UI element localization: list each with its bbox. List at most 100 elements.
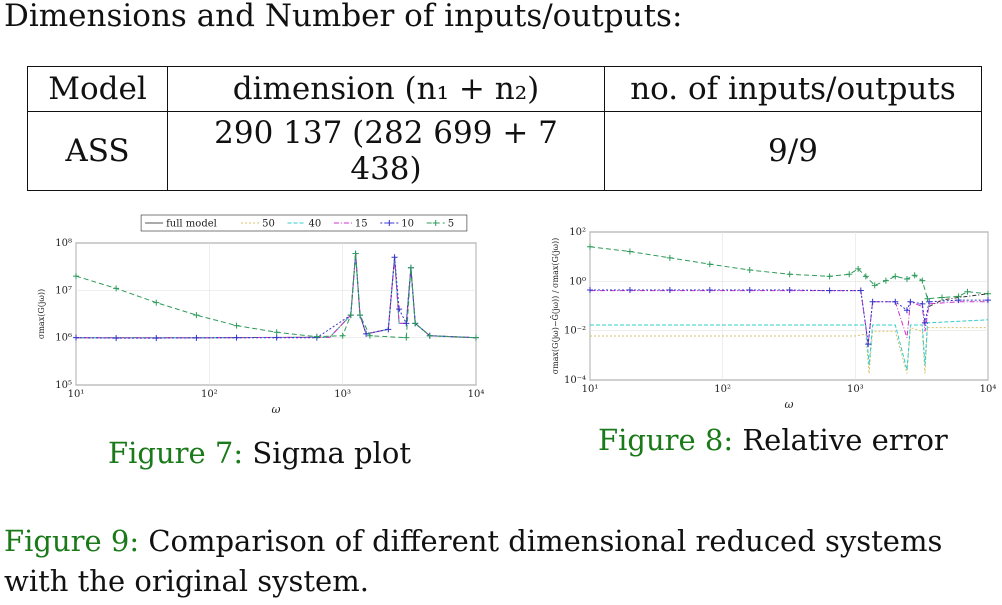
figure-8-caption: Figure 8: Relative error [598, 423, 948, 457]
series-marker-5 [862, 273, 869, 280]
sigma-plot-chart: 10¹ 10² 10³ 10⁴ 10⁵ 10⁶ 10⁷ 10⁸ ω σmax(G(jω)) full… [37, 214, 485, 416]
legend-box [140, 214, 468, 232]
figure-8-text: Relative error [742, 423, 948, 457]
dimensions-table: Model dimension (n₁ + n₂) no. of inputs/… [27, 66, 982, 191]
series-marker-5 [964, 288, 971, 295]
plot-frame [589, 231, 989, 381]
x-tick-label: 10³ [847, 384, 864, 395]
series-marker-5 [626, 248, 633, 255]
x-tick-label: 10² [714, 384, 731, 395]
series-marker-10 [865, 341, 872, 348]
series-marker-5 [357, 312, 364, 319]
series-marker-5 [233, 322, 240, 329]
series-marker-5 [924, 295, 931, 302]
series-marker-5 [339, 332, 346, 339]
y-tick-label: 10⁶ [55, 333, 72, 344]
series-marker-5 [73, 273, 79, 280]
series-marker-10 [706, 287, 713, 294]
series-line-full-model [928, 293, 989, 307]
series-marker-10 [857, 287, 864, 294]
series-marker-5 [412, 320, 419, 327]
x-tick-label: 10⁴ [468, 389, 485, 400]
y-axis-label: σmax(G(jω)) [37, 289, 46, 339]
figure-7-text: Sigma plot [252, 436, 411, 470]
series-marker-10 [113, 335, 120, 342]
x-axis-label: ω [785, 398, 794, 411]
table-cell: 9/9 [604, 111, 982, 191]
y-tick-label: 10⁻² [564, 326, 586, 337]
x-tick-label: 10¹ [582, 384, 599, 395]
series-marker-10 [892, 298, 899, 305]
series-marker-10 [396, 306, 403, 313]
y-tick-label: 10⁷ [55, 285, 72, 296]
x-tick-label: 10¹ [68, 389, 85, 400]
figure-9-text: Comparison of different dimensional redu… [4, 524, 943, 598]
y-axis-label: σmax(G(jω)−Ĝ(jω)) / σmax(G(jω)) [551, 238, 560, 375]
series-line-50 [590, 326, 988, 374]
legend-marker [386, 220, 393, 226]
series-marker-5 [919, 277, 926, 284]
legend-marker [432, 220, 439, 226]
x-axis-label: ω [272, 403, 281, 416]
series-marker-5 [347, 312, 354, 319]
series-marker-5 [153, 299, 160, 306]
series-marker-5 [403, 334, 410, 341]
series-marker-10 [903, 307, 910, 314]
series-marker-5 [426, 332, 433, 339]
series-marker-10 [921, 319, 928, 326]
figure-7-caption: Figure 7: Sigma plot [108, 436, 411, 470]
series-marker-5 [855, 265, 862, 272]
series-marker-5 [352, 250, 359, 257]
series-marker-10 [926, 298, 933, 305]
figure-7-label: Figure 7: [108, 436, 244, 470]
series-marker-5 [786, 271, 793, 278]
plot-frame [75, 242, 477, 386]
series-marker-10 [826, 287, 833, 294]
series-marker-5 [746, 266, 753, 273]
series-marker-5 [473, 334, 479, 341]
table-cell: ASS [27, 111, 168, 191]
series-marker-5 [955, 293, 962, 300]
y-tick-label: 10⁰ [569, 276, 586, 287]
x-tick-label: 10³ [334, 389, 351, 400]
series-marker-10 [153, 335, 160, 342]
y-tick-label: 10⁸ [55, 238, 72, 249]
series-marker-10 [919, 300, 926, 307]
x-tick-label: 10⁴ [980, 384, 997, 395]
series-marker-10 [869, 298, 876, 305]
series-marker-5 [911, 272, 918, 279]
series-marker-10 [73, 334, 79, 341]
relative-error-chart: 10¹ 10² 10³ 10⁴ 10⁻⁴ 10⁻² 10⁰ 10² ω σmax(G(jω)−Ĝ(… [551, 227, 997, 411]
section-heading: Dimensions and Number of inputs/outputs: [4, 0, 683, 34]
series-marker-5 [871, 282, 878, 289]
series-marker-5 [587, 243, 593, 250]
legend-label: full model [166, 219, 217, 230]
series-marker-10 [233, 334, 240, 341]
series-marker-10 [273, 334, 280, 341]
legend-label: 50 [262, 219, 275, 230]
series-marker-10 [985, 297, 991, 304]
table-cell: 290 137 (282 699 + 7 438) [167, 111, 605, 191]
series-marker-10 [403, 320, 410, 327]
table-header-cell: no. of inputs/outputs [604, 66, 982, 112]
y-tick-label: 10² [569, 227, 586, 238]
series-marker-5 [193, 312, 200, 319]
series-marker-5 [706, 261, 713, 268]
legend-label: 5 [448, 219, 454, 230]
series-marker-10 [786, 287, 793, 294]
series-marker-5 [407, 264, 414, 271]
series-marker-10 [391, 254, 398, 261]
legend-label: 15 [355, 219, 368, 230]
figure-8-label: Figure 8: [598, 423, 734, 457]
series-marker-10 [385, 326, 392, 333]
y-tick-label: 10⁵ [55, 380, 72, 391]
series-marker-5 [903, 275, 910, 282]
series-marker-10 [666, 287, 673, 294]
figure-9-label: Figure 9: [4, 524, 140, 558]
series-marker-5 [313, 333, 320, 340]
series-marker-5 [826, 273, 833, 280]
figure-9-caption: Figure 9: Comparison of different dimens… [4, 521, 999, 601]
y-tick-label: 10⁻⁴ [564, 375, 586, 386]
table-header-row: Model dimension (n₁ + n₂) no. of inputs/… [27, 66, 982, 112]
series-marker-5 [938, 294, 945, 301]
